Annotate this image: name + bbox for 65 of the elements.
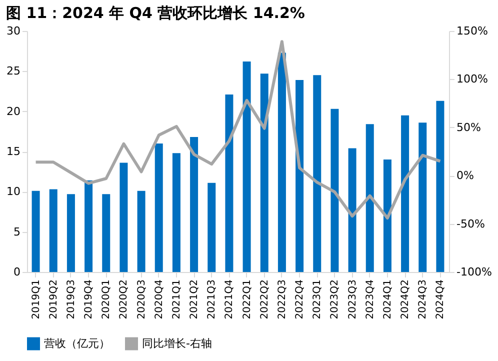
- chart-title: 图 11：2024 年 Q4 营收环比增长 14.2%: [6, 4, 305, 22]
- x-tick-label: 2020Q2: [118, 280, 130, 320]
- line-series: [34, 40, 442, 220]
- x-tick-label: 2024Q4: [435, 280, 446, 320]
- x-tick-label: 2022Q3: [276, 280, 288, 320]
- x-tick-label: 2020Q4: [154, 280, 165, 320]
- y2-tick-label: 100%: [456, 72, 488, 86]
- x-tick-label: 2024Q1: [382, 280, 394, 320]
- x-tick-label: 2024Q2: [400, 280, 412, 320]
- bar: [278, 52, 286, 272]
- x-tick-label: 2024Q3: [418, 280, 429, 320]
- x-tick-label: 2020Q3: [136, 280, 148, 320]
- y-tick-label: 5: [14, 225, 20, 238]
- y2-tick-label: 150%: [456, 24, 488, 38]
- bar: [32, 190, 40, 272]
- bar: [154, 143, 163, 272]
- bar: [330, 108, 339, 272]
- x-tick-label: 2022Q4: [294, 280, 306, 320]
- y-tick-label: 25: [6, 64, 20, 78]
- y-tick-label: 10: [6, 185, 20, 198]
- bar: [401, 115, 410, 272]
- y-tick-label: 15: [6, 145, 20, 158]
- bar: [120, 162, 128, 272]
- bar: [190, 137, 198, 272]
- y2-tick-label: -50%: [456, 217, 485, 230]
- x-tick-label: 2019Q1: [30, 280, 42, 320]
- bar: [348, 148, 356, 272]
- y-tick-label: 20: [6, 104, 20, 118]
- bar: [208, 182, 216, 272]
- bar: [102, 194, 110, 272]
- x-tick-label: 2022Q1: [242, 280, 253, 320]
- legend-label: 营收（亿元）: [44, 336, 110, 350]
- bar: [260, 74, 268, 272]
- x-tick-label: 2019Q4: [84, 280, 95, 320]
- legend-label: 同比增长-右轴: [142, 336, 212, 350]
- bar: [366, 124, 374, 272]
- y2-tick-label: 0%: [456, 169, 474, 182]
- x-tick-label: 2021Q1: [171, 280, 182, 320]
- bar: [313, 75, 322, 272]
- x-tick-label: 2021Q4: [224, 280, 236, 320]
- bar: [418, 122, 427, 272]
- bar: [172, 153, 180, 272]
- x-tick-label: 2021Q2: [189, 280, 200, 320]
- x-tick-label: 2022Q2: [259, 280, 270, 320]
- x-tick-label: 2019Q3: [66, 280, 77, 320]
- x-tick-label: 2023Q2: [330, 280, 341, 320]
- y-tick-label: 0: [14, 266, 20, 278]
- x-tick-label: 2021Q3: [206, 280, 218, 320]
- bar: [84, 180, 93, 272]
- y2-tick-label: 50%: [456, 120, 481, 134]
- bar: [436, 100, 444, 272]
- x-tick-label: 2019Q2: [48, 280, 60, 320]
- x-tick-label: 2023Q1: [312, 280, 324, 320]
- x-tick-label: 2020Q1: [101, 280, 112, 320]
- bar: [137, 190, 146, 272]
- bar: [66, 194, 75, 272]
- y2-tick-label: -100%: [456, 266, 492, 278]
- x-tick-label: 2023Q3: [347, 280, 358, 320]
- y-tick-label: 30: [6, 24, 20, 38]
- bar: [49, 189, 58, 272]
- bar: [383, 160, 392, 272]
- x-tick-label: 2023Q4: [364, 280, 376, 320]
- bar: [296, 80, 304, 272]
- bar: [242, 62, 251, 272]
- bar: [225, 94, 234, 272]
